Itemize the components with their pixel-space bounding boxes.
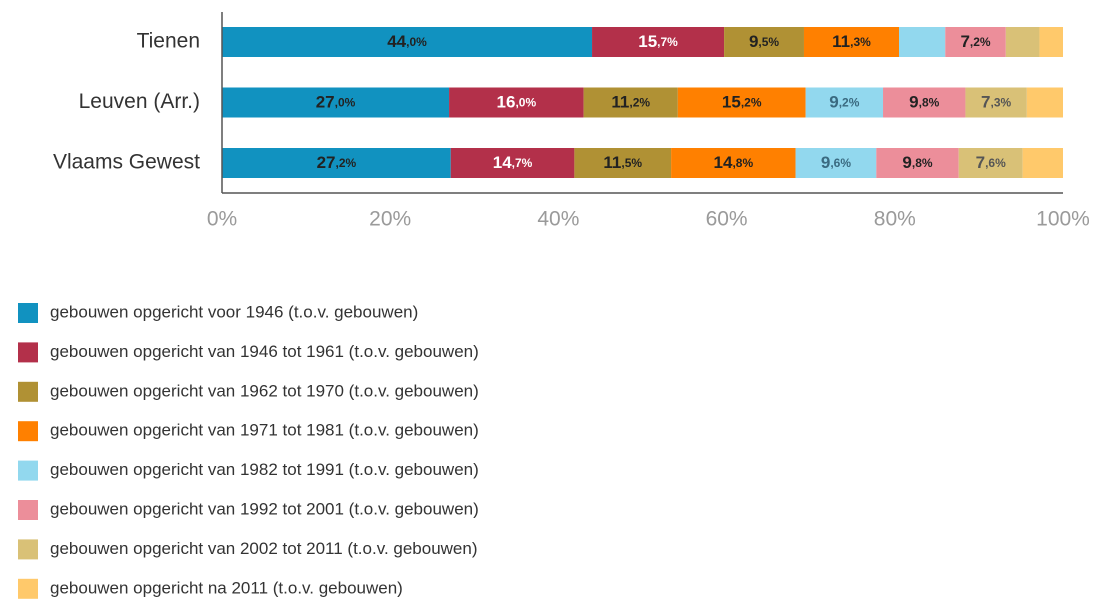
bar-segment <box>677 87 806 118</box>
value-label: 7,2% <box>960 32 990 51</box>
value-label: 9,2% <box>829 93 859 112</box>
value-label: 11,3% <box>832 32 871 51</box>
value-label: 9,8% <box>902 153 932 172</box>
x-tick-label: 0% <box>207 208 237 231</box>
bar-segment <box>805 87 884 118</box>
bar-segment <box>795 148 877 178</box>
bar-segment <box>574 148 672 178</box>
legend-swatch <box>18 578 38 599</box>
x-tick-label: 20% <box>369 208 411 231</box>
value-label: 15,7% <box>638 32 678 51</box>
bar-segment <box>222 87 450 118</box>
category-label: Tienen <box>137 30 200 53</box>
bar-segment <box>945 27 1006 57</box>
legend-label: gebouwen opgericht na 2011 (t.o.v. gebou… <box>50 578 403 597</box>
legend-swatch <box>18 460 38 481</box>
bar-segment <box>222 27 593 57</box>
value-label: 11,2% <box>611 93 650 112</box>
bar-segment <box>1022 148 1063 178</box>
bar-segment <box>1005 27 1040 57</box>
legend-label: gebouwen opgericht van 2002 tot 2011 (t.… <box>50 539 478 558</box>
bar-segment <box>883 87 966 118</box>
x-tick-label: 100% <box>1036 208 1090 231</box>
value-label: 9,8% <box>909 93 939 112</box>
legend-swatch <box>18 421 38 442</box>
bar-segment <box>1039 27 1063 57</box>
x-tick-label: 60% <box>706 208 748 231</box>
bar-segment <box>449 87 584 118</box>
value-label: 16,0% <box>497 93 537 112</box>
bar-segment <box>592 27 725 57</box>
category-label: Leuven (Arr.) <box>79 90 200 113</box>
value-label: 14,7% <box>493 153 533 172</box>
category-label: Vlaams Gewest <box>53 151 200 174</box>
legend-swatch <box>18 381 38 402</box>
bar-segment <box>222 148 451 178</box>
bar-segment <box>671 148 796 178</box>
legend-label: gebouwen opgericht van 1992 tot 2001 (t.… <box>50 499 479 518</box>
value-label: 9,5% <box>749 32 779 51</box>
x-tick-label: 40% <box>537 208 579 231</box>
value-label: 44,0% <box>387 32 427 51</box>
value-label: 7,3% <box>981 93 1011 112</box>
value-label: 15,2% <box>722 93 762 112</box>
value-label: 9,6% <box>821 153 851 172</box>
value-label: 7,6% <box>976 153 1006 172</box>
bar-segment <box>803 27 900 57</box>
legend-swatch <box>18 342 38 363</box>
bar-segment <box>965 87 1027 118</box>
legend-label: gebouwen opgericht van 1946 tot 1961 (t.… <box>50 342 479 361</box>
bar-segment <box>583 87 678 118</box>
bar-segment <box>876 148 959 178</box>
bar-segment <box>450 148 575 178</box>
bar-segment <box>899 27 946 57</box>
bar-segment <box>1026 87 1063 118</box>
legend-swatch <box>18 303 38 323</box>
value-label: 11,5% <box>603 153 642 172</box>
bar-segment <box>958 148 1023 178</box>
value-label: 27,2% <box>317 153 357 172</box>
bar-segment <box>724 27 804 57</box>
legend-swatch <box>18 500 38 520</box>
legend-label: gebouwen opgericht van 1971 tot 1981 (t.… <box>50 421 479 440</box>
value-label: 14,8% <box>714 153 754 172</box>
value-label: 27,0% <box>316 93 356 112</box>
x-tick-label: 80% <box>874 208 916 231</box>
legend-label: gebouwen opgericht van 1982 tot 1991 (t.… <box>50 460 479 479</box>
legend-label: gebouwen opgericht van 1962 tot 1970 (t.… <box>50 381 479 400</box>
legend-label: gebouwen opgericht voor 1946 (t.o.v. geb… <box>50 302 418 321</box>
legend-swatch <box>18 539 38 560</box>
